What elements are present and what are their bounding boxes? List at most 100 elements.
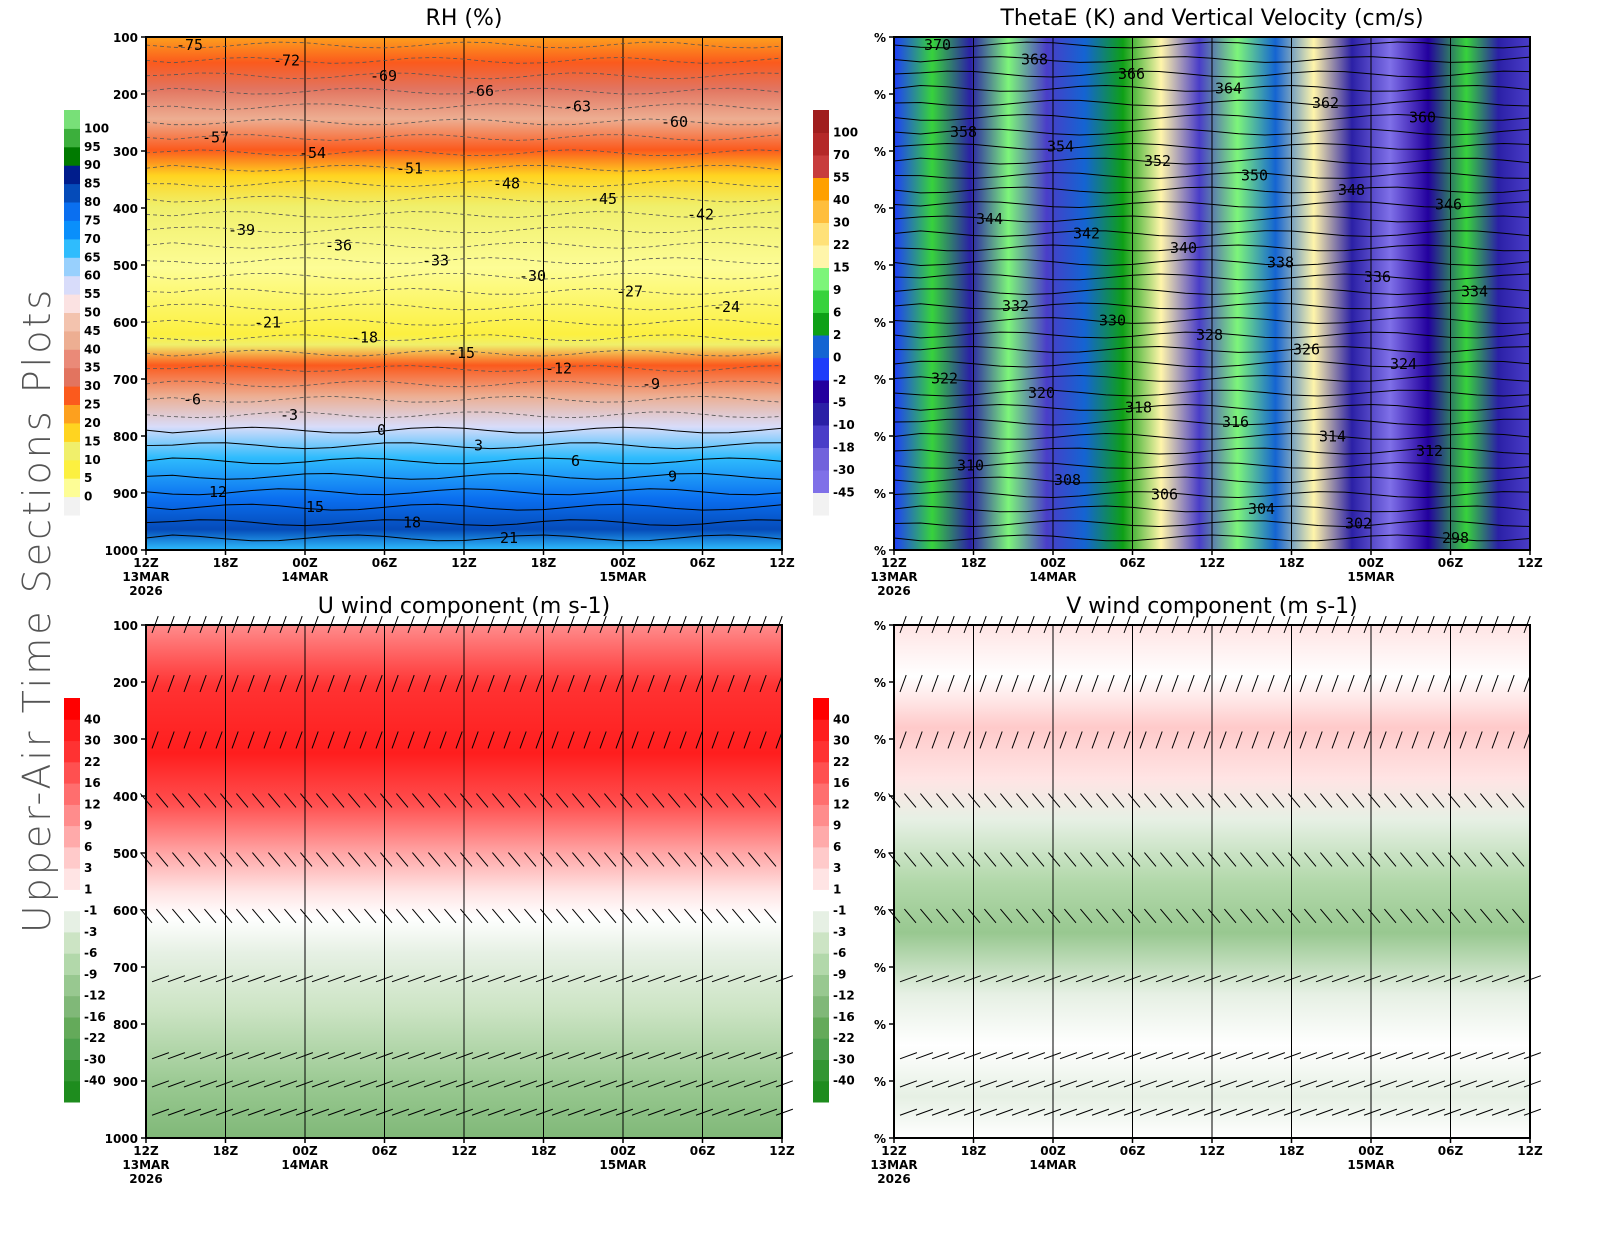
wind-barb [375,1052,394,1060]
wind-barb [1224,852,1237,867]
wind-barb [1331,1108,1350,1116]
wind-barb [1384,793,1397,808]
wind-barb [947,1080,966,1088]
y-tick-label: % [874,676,886,690]
wind-barb [172,852,185,867]
wind-barb [1091,1052,1110,1060]
wind-barb [711,674,719,693]
wind-barb [519,1080,538,1088]
y-tick-label: % [874,373,886,387]
contour-label: 332 [1002,297,1029,315]
wind-barb [1203,975,1222,983]
x-tick-label: 06Z [690,556,716,570]
wind-barb [156,852,169,867]
wind-barb [1464,852,1477,867]
wind-barb [679,1108,698,1116]
contour-label: -18 [351,329,378,347]
contour-label: -45 [590,190,617,208]
contour-label: 318 [1125,399,1152,417]
wind-barb [236,908,249,924]
wind-barb [647,975,666,983]
colorbar-swatch [813,1016,829,1039]
y-tick-label: 400 [113,790,138,804]
x-tick-label: 06Z [372,1144,398,1158]
contour-label: 354 [1047,138,1074,156]
wind-barb [1011,975,1030,983]
colorbar-label: 30 [833,216,850,230]
y-tick-label: 500 [113,847,138,861]
x-year-label: 2026 [129,584,162,598]
contour-line [145,411,783,419]
wind-barb [1523,1080,1542,1088]
wind-barb [995,731,1003,749]
colorbar-swatch [64,953,80,975]
wind-barb [1059,1080,1078,1088]
wind-barb [556,908,569,924]
wind-barb [711,1108,730,1116]
x-tick-label: 12Z [133,1144,159,1158]
colorbar-swatch [813,953,829,975]
x-tick-label: 00Z [292,556,318,570]
x-tick-label: 12Z [133,556,159,570]
wind-barb [167,1080,186,1088]
wind-barb [1128,852,1141,867]
wind-barb [695,1108,714,1116]
wind-barb [711,1080,730,1088]
wind-barb [915,1052,934,1060]
wind-barb [1448,852,1461,867]
wind-barb [391,1052,410,1060]
y-tick-label: % [874,31,886,45]
wind-barb [1363,1052,1382,1060]
colorbar-label: 100 [84,121,109,135]
colorbar-label: 16 [84,776,101,790]
wind-barb [1459,975,1478,983]
wind-barb [979,975,998,983]
y-tick-label: 200 [113,88,138,102]
colorbar-swatch [64,868,80,890]
wind-barb [1187,975,1206,983]
wind-barb [332,793,345,808]
wind-barb [1139,1108,1158,1116]
y-tick-label: % [874,88,886,102]
wind-barb [1395,731,1403,749]
wind-barb [1059,674,1067,693]
contour-line [145,503,783,511]
x-tick-label: 12Z [1517,556,1543,570]
wind-barb [1411,975,1430,983]
wind-barb [279,1080,298,1088]
wind-barb [407,731,415,749]
y-tick-label: 500 [113,259,138,273]
wind-barb [1187,1080,1206,1088]
wind-barb [503,1052,522,1060]
contour-line [145,257,783,264]
wind-barb [1379,1052,1398,1060]
contour-label: -12 [545,360,572,378]
wind-barb [1160,852,1173,867]
wind-barb [1331,674,1339,693]
wind-barb [1192,793,1205,808]
wind-barb [583,1108,602,1116]
colorbar-swatch [64,202,80,221]
wind-barb [1091,731,1099,749]
colorbar-label: -2 [833,373,846,387]
x-tick-label: 12Z [881,1144,907,1158]
wind-barb [1011,674,1019,693]
colorbar-label: -3 [833,925,846,939]
wind-barb [1267,975,1286,983]
colorbar-label: -22 [833,1031,855,1045]
x-tick-label: 00Z [1358,1144,1384,1158]
contour-line [145,241,783,249]
wind-barb [471,1108,490,1116]
wind-barb [396,852,409,867]
x-tick-label: 00Z [1358,556,1384,570]
wind-barb [556,793,569,808]
colorbar-label: 85 [84,177,101,191]
wind-barb [1091,674,1099,693]
contour-label: 352 [1144,152,1171,170]
wind-barb [1491,1052,1510,1060]
y-tick-label: 100 [113,31,138,45]
contour-label: 12 [209,483,227,501]
contour-line [145,488,783,496]
y-tick-label: 900 [113,487,138,501]
wind-barb [647,1108,666,1116]
